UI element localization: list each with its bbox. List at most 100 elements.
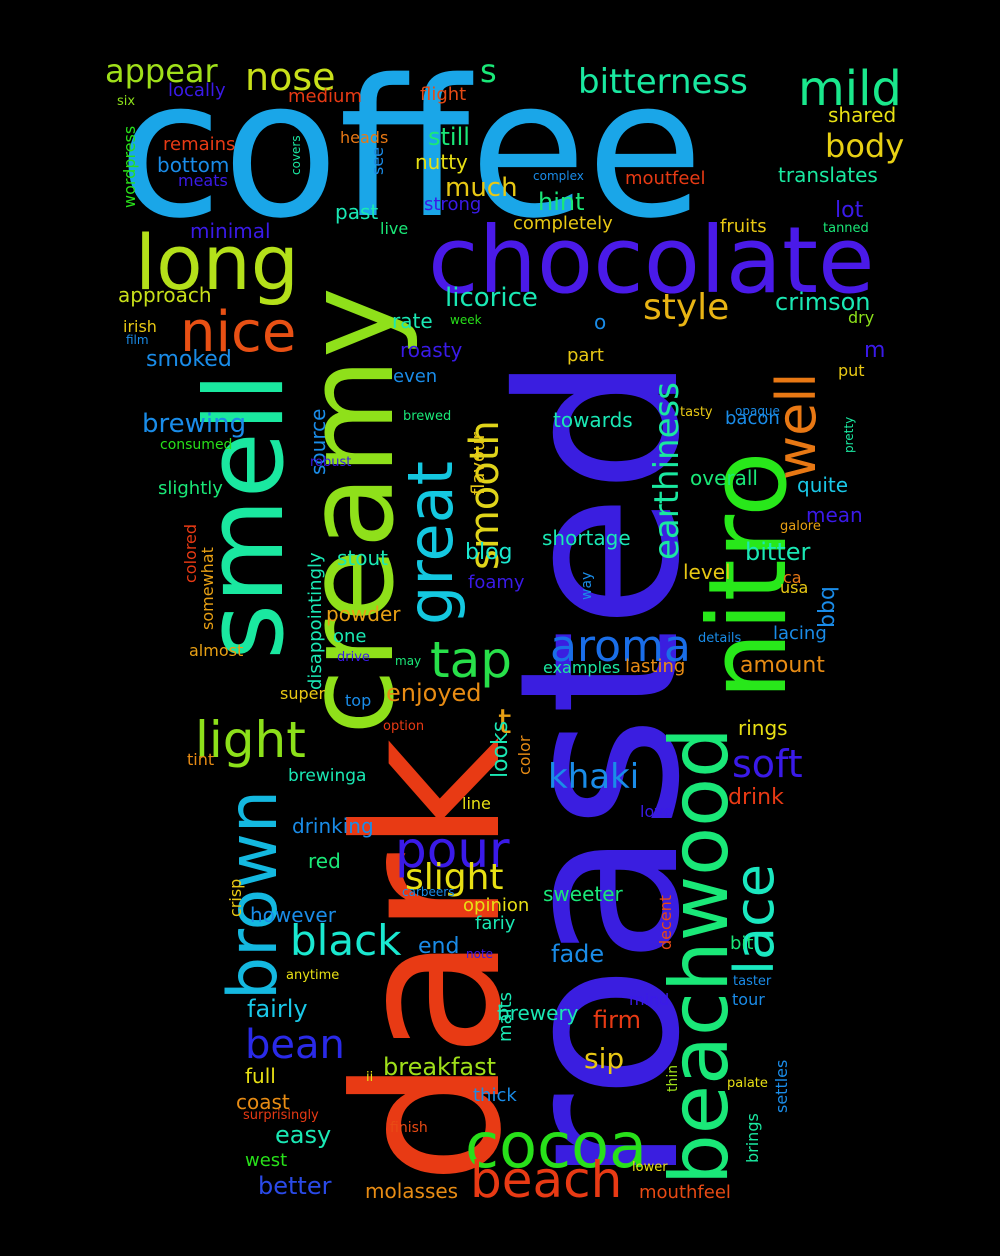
cloud-word: robust (310, 455, 352, 470)
cloud-word: carbeers (402, 885, 455, 899)
cloud-word: fariy (475, 913, 516, 934)
cloud-word: brewinga (288, 766, 367, 786)
cloud-word: moutfeel (625, 168, 706, 189)
cloud-word: tasty (680, 405, 713, 420)
cloud-word: better (258, 1172, 332, 1200)
cloud-word: lace (723, 863, 786, 975)
cloud-word: lot (835, 198, 864, 223)
cloud-word: pour (395, 821, 510, 879)
cloud-word: stout (337, 546, 389, 570)
cloud-word: line (462, 794, 491, 813)
cloud-word: past (335, 200, 379, 224)
cloud-word: light (195, 711, 306, 769)
cloud-word: top (345, 691, 372, 710)
cloud-word: color (515, 735, 534, 775)
cloud-word: part (567, 345, 604, 366)
cloud-word: earthiness (647, 382, 687, 560)
cloud-word: overall (690, 466, 758, 490)
cloud-word: style (643, 287, 730, 328)
cloud-word: nose (245, 55, 336, 99)
cloud-word: west (245, 1150, 288, 1171)
cloud-word: red (308, 849, 341, 873)
cloud-word: easy (275, 1121, 332, 1149)
cloud-word: dry (848, 308, 875, 327)
cloud-word: drinking (292, 814, 374, 838)
cloud-word: week (450, 313, 482, 327)
cloud-word: nice (180, 300, 297, 365)
cloud-word: tour (732, 990, 765, 1009)
cloud-word: way (579, 571, 595, 600)
cloud-word: full (245, 1064, 276, 1088)
cloud-word: cocoa (465, 1109, 648, 1182)
cloud-word: crisp (226, 878, 245, 917)
cloud-word: surprisingly (243, 1108, 319, 1123)
cloud-word: approach (118, 283, 212, 307)
cloud-word: tint (187, 750, 215, 769)
cloud-word: put (838, 361, 865, 380)
cloud-word: brings (743, 1113, 762, 1163)
cloud-word: smoked (146, 347, 232, 372)
cloud-word: shortage (542, 526, 631, 550)
cloud-word: bbq (815, 586, 840, 628)
cloud-word: bacon (725, 408, 780, 429)
cloud-word: drive (337, 650, 370, 665)
cloud-word: roasty (400, 338, 463, 362)
cloud-word: blog (465, 540, 513, 565)
cloud-word: chocolate (428, 207, 875, 314)
cloud-word: soft (732, 742, 803, 786)
cloud-word: brewed (403, 409, 452, 424)
cloud-word: great (394, 461, 467, 625)
cloud-word: one (333, 626, 367, 647)
cloud-word: drink (728, 785, 784, 810)
cloud-word: heads (340, 128, 389, 147)
cloud-word: wordpress (120, 125, 139, 208)
cloud-word: body (825, 127, 905, 165)
cloud-word: lasting (625, 656, 686, 677)
cloud-word: however (250, 903, 336, 927)
cloud-word: ca (783, 568, 802, 587)
cloud-word: mild (798, 61, 902, 117)
cloud-word: mind (629, 990, 670, 1009)
cloud-word: see (368, 146, 387, 175)
cloud-word: finish (390, 1120, 428, 1136)
cloud-word: thin (665, 1064, 681, 1092)
cloud-word: taster (733, 974, 772, 989)
cloud-word: fairly (247, 995, 308, 1023)
cloud-word: rings (738, 716, 788, 740)
cloud-word: end (418, 934, 460, 959)
cloud-word: film (126, 333, 149, 347)
cloud-word: appear (105, 52, 218, 90)
cloud-word: coffee (118, 39, 704, 260)
cloud-word: enjoyed (386, 679, 482, 707)
cloud-word: fruits (720, 216, 767, 237)
cloud-word: six (117, 94, 136, 109)
cloud-word: lower (632, 1160, 668, 1175)
cloud-word: bitter (745, 538, 811, 566)
cloud-word: o (594, 310, 607, 334)
cloud-word: flavour (468, 432, 489, 495)
cloud-word: disappointingly (305, 552, 326, 690)
cloud-word: bitterness (578, 62, 748, 102)
cloud-word: mouthfeel (639, 1182, 731, 1203)
cloud-word: pretty (842, 416, 856, 453)
cloud-word: m (864, 338, 886, 363)
cloud-word: super (280, 684, 326, 703)
cloud-word: sweeter (543, 882, 623, 906)
cloud-word: still (428, 123, 470, 151)
cloud-word: level (683, 560, 731, 584)
cloud-word: powder (326, 602, 401, 626)
cloud-word: locally (168, 80, 226, 101)
cloud-word: meats (178, 171, 228, 190)
cloud-word: tanned (823, 221, 869, 236)
cloud-word: bean (245, 1022, 345, 1068)
cloud-word: amount (740, 653, 825, 678)
cloud-word: foamy (468, 572, 525, 593)
cloud-word: palate (727, 1076, 768, 1091)
cloud-word: love (640, 802, 674, 821)
cloud-word: even (393, 366, 438, 387)
cloud-word: fade (551, 940, 605, 968)
cloud-word: option (383, 719, 425, 734)
cloud-word: shared (828, 103, 897, 127)
cloud-word: coast (236, 1090, 290, 1114)
cloud-word: opaque (735, 404, 780, 418)
